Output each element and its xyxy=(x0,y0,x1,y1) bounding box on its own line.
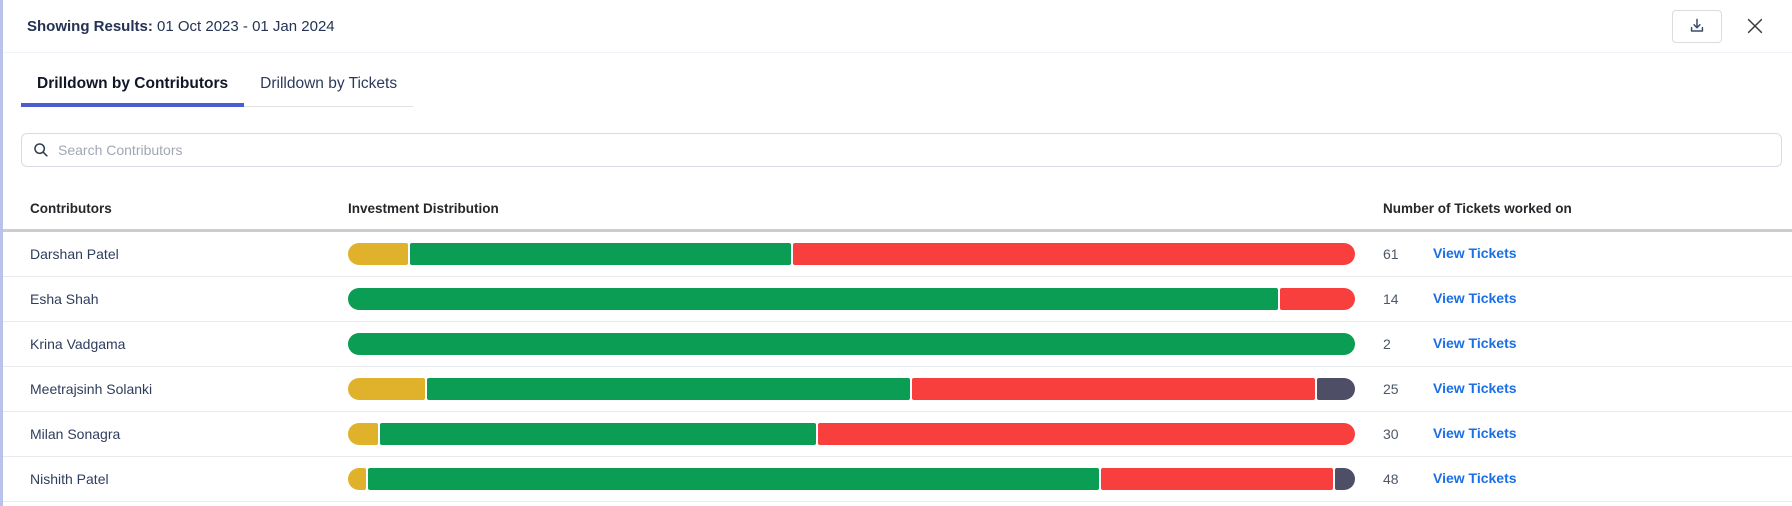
bar-segment-red xyxy=(793,243,1355,265)
date-range: 01 Oct 2023 - 01 Jan 2024 xyxy=(157,17,335,35)
investment-bar xyxy=(348,333,1355,355)
tabs: Drilldown by Contributors Drilldown by T… xyxy=(21,71,414,107)
bar-segment-green xyxy=(348,288,1278,310)
contributor-name: Meetrajsinh Solanki xyxy=(30,381,153,397)
view-tickets-link[interactable]: View Tickets xyxy=(1433,380,1517,396)
bar-segment-green xyxy=(348,333,1355,355)
showing-results: Showing Results: 01 Oct 2023 - 01 Jan 20… xyxy=(27,18,335,35)
ticket-count: 61 xyxy=(1383,246,1399,262)
column-header-contributors: Contributors xyxy=(30,200,112,216)
search-icon xyxy=(32,141,50,159)
investment-bar-cell xyxy=(348,468,1355,490)
search-box[interactable] xyxy=(21,133,1782,167)
column-header-investment-distribution: Investment Distribution xyxy=(348,200,499,216)
bar-segment-slate xyxy=(1334,468,1355,490)
bar-segment-slate xyxy=(1316,378,1355,400)
tab-drilldown-by-contributors[interactable]: Drilldown by Contributors xyxy=(21,71,245,107)
contributor-name: Milan Sonagra xyxy=(30,426,121,442)
view-tickets-link[interactable]: View Tickets xyxy=(1433,290,1517,306)
table-header-row: Contributors Investment Distribution Num… xyxy=(3,187,1792,229)
view-tickets-link[interactable]: View Tickets xyxy=(1433,335,1517,351)
ticket-count: 25 xyxy=(1383,381,1399,397)
close-button[interactable] xyxy=(1742,13,1768,39)
investment-bar xyxy=(348,288,1355,310)
bar-segment-yellow xyxy=(348,468,367,490)
bar-segment-yellow xyxy=(348,243,409,265)
tab-label: Drilldown by Tickets xyxy=(260,75,398,92)
bar-segment-red xyxy=(911,378,1315,400)
search-input[interactable] xyxy=(58,142,1771,158)
showing-results-label: Showing Results: xyxy=(27,17,153,35)
table-body: Darshan Patel 61 View Tickets Esha Shah … xyxy=(3,232,1792,502)
investment-bar-cell xyxy=(348,333,1355,355)
contributor-name: Darshan Patel xyxy=(30,246,119,262)
investment-bar xyxy=(348,243,1355,265)
investment-bar xyxy=(348,378,1355,400)
bar-segment-green xyxy=(368,468,1099,490)
contributors-table: Contributors Investment Distribution Num… xyxy=(3,187,1792,502)
investment-bar-cell xyxy=(348,288,1355,310)
view-tickets-link[interactable]: View Tickets xyxy=(1433,245,1517,261)
close-icon xyxy=(1744,15,1766,37)
table-row: Darshan Patel 61 View Tickets xyxy=(3,232,1792,277)
bar-segment-green xyxy=(427,378,910,400)
bar-segment-yellow xyxy=(348,423,379,445)
table-row: Nishith Patel 48 View Tickets xyxy=(3,457,1792,502)
investment-bar-cell xyxy=(348,378,1355,400)
investment-bar-cell xyxy=(348,243,1355,265)
contributor-name: Krina Vadgama xyxy=(30,336,126,352)
bar-segment-yellow xyxy=(348,378,426,400)
bar-segment-green xyxy=(380,423,817,445)
ticket-count: 30 xyxy=(1383,426,1399,442)
header-divider xyxy=(3,229,1792,232)
tab-drilldown-by-tickets[interactable]: Drilldown by Tickets xyxy=(244,71,413,106)
table-row: Krina Vadgama 2 View Tickets xyxy=(3,322,1792,367)
bar-segment-green xyxy=(410,243,792,265)
table-row: Meetrajsinh Solanki 25 View Tickets xyxy=(3,367,1792,412)
download-button[interactable] xyxy=(1672,9,1722,43)
table-row: Milan Sonagra 30 View Tickets xyxy=(3,412,1792,457)
ticket-count: 48 xyxy=(1383,471,1399,487)
tab-label: Drilldown by Contributors xyxy=(37,75,229,92)
ticket-count: 2 xyxy=(1383,336,1391,352)
bar-segment-red xyxy=(818,423,1355,445)
investment-bar xyxy=(348,423,1355,445)
column-header-number-of-tickets: Number of Tickets worked on xyxy=(1383,200,1572,216)
contributor-name: Esha Shah xyxy=(30,291,99,307)
table-row: Esha Shah 14 View Tickets xyxy=(3,277,1792,322)
view-tickets-link[interactable]: View Tickets xyxy=(1433,425,1517,441)
investment-bar-cell xyxy=(348,423,1355,445)
investment-bar xyxy=(348,468,1355,490)
search-area xyxy=(21,133,1782,167)
bar-segment-red xyxy=(1100,468,1333,490)
contributor-name: Nishith Patel xyxy=(30,471,109,487)
tabs-row: Drilldown by Contributors Drilldown by T… xyxy=(3,53,1792,107)
header-bar: Showing Results: 01 Oct 2023 - 01 Jan 20… xyxy=(3,0,1792,53)
ticket-count: 14 xyxy=(1383,291,1399,307)
bar-segment-red xyxy=(1279,288,1355,310)
header-actions xyxy=(1672,9,1768,43)
download-icon xyxy=(1687,16,1707,36)
view-tickets-link[interactable]: View Tickets xyxy=(1433,470,1517,486)
